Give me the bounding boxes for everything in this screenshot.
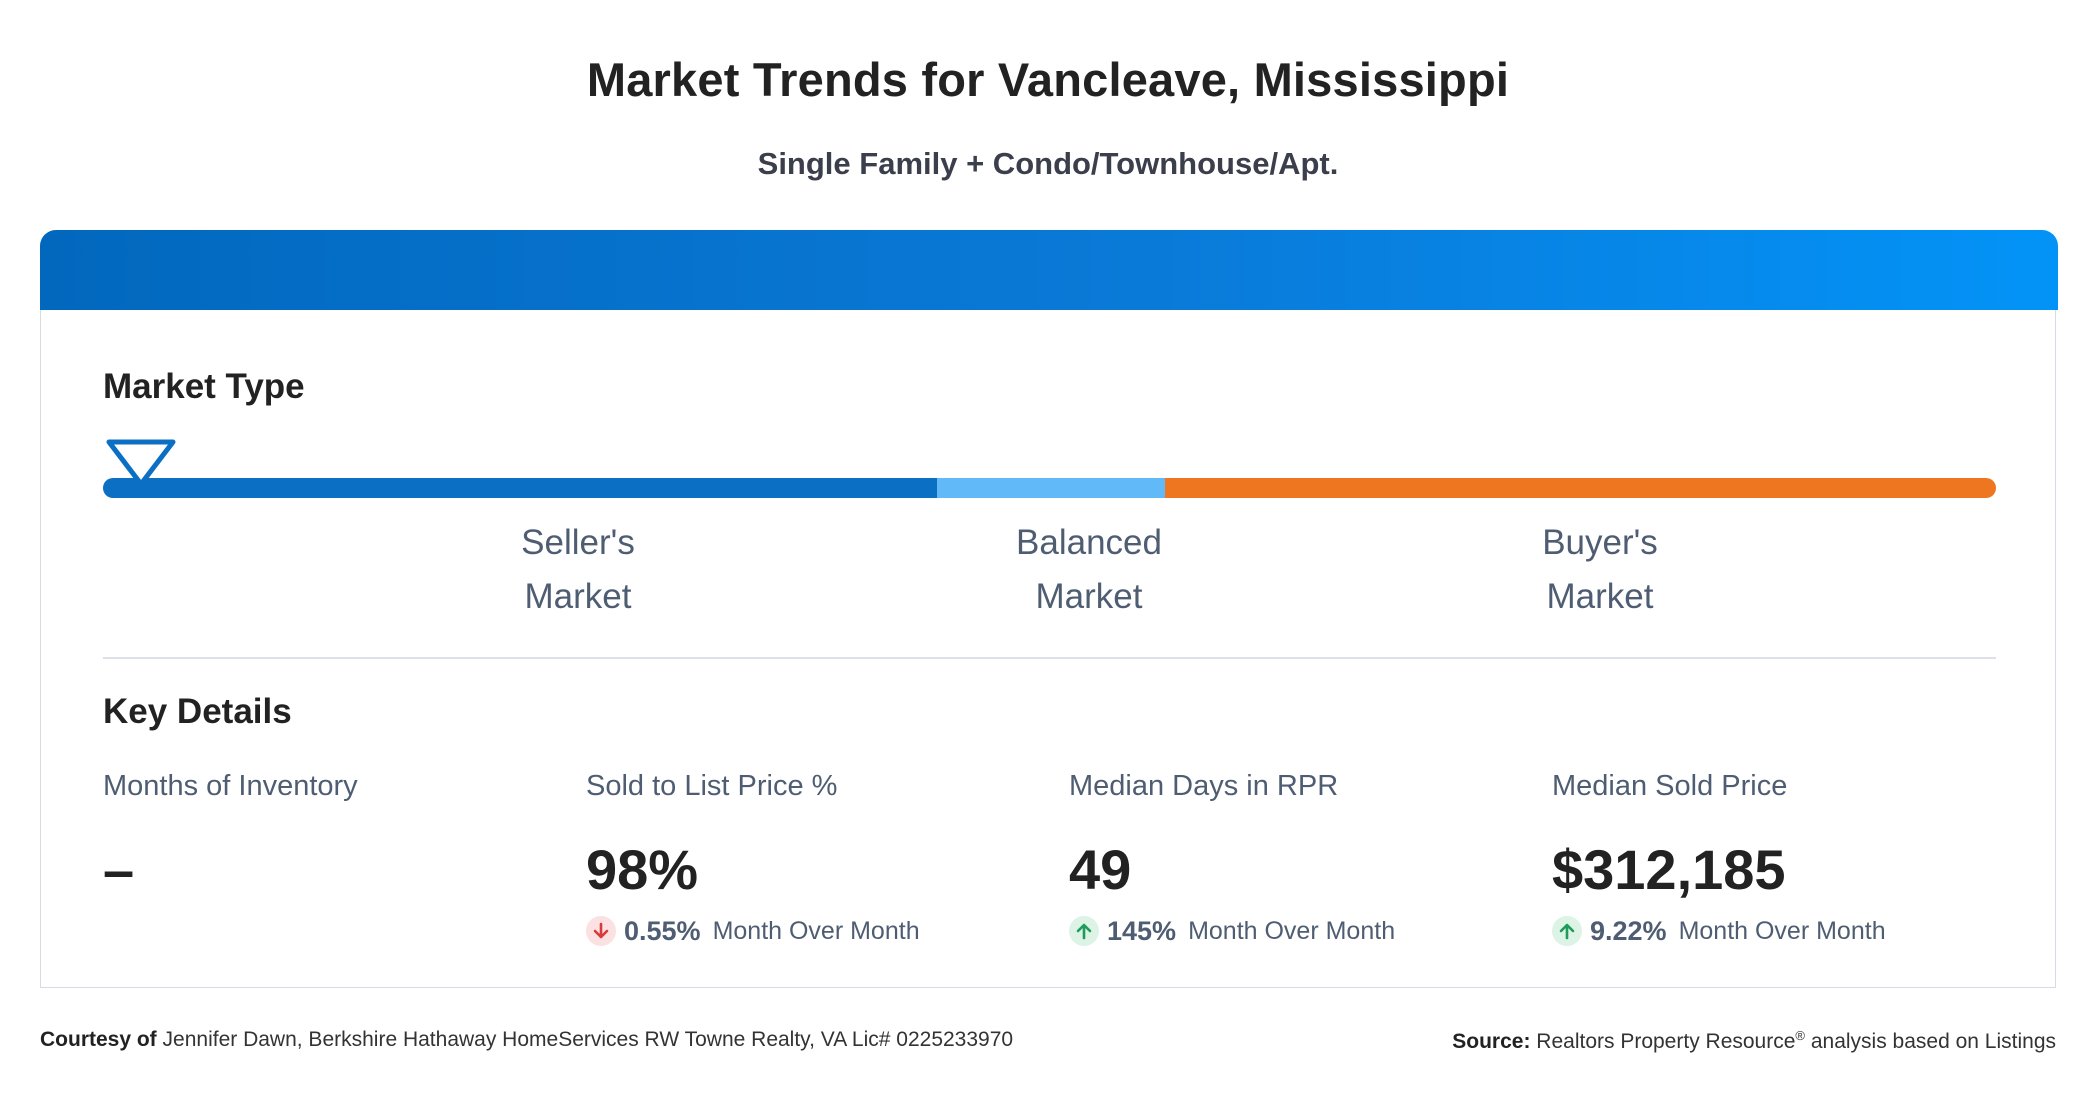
scale-segment-balanced — [937, 478, 1165, 498]
stat-value: $312,185 — [1552, 838, 1786, 901]
stat-value: – — [103, 838, 135, 901]
scale-segment-buyer — [1165, 478, 1996, 498]
stat-change: 0.55% Month Over Month — [586, 912, 1036, 950]
stat-change-percent: 145% — [1107, 915, 1177, 946]
scale-label-buyer: Buyer's Market — [1450, 516, 1750, 624]
footer-source-suffix: analysis based on Listings — [1810, 1030, 2056, 1053]
stat-change-period: Month Over Month — [712, 916, 920, 945]
stat-value: 98% — [586, 838, 699, 901]
stat-months-of-inventory: Months of Inventory – — [103, 770, 553, 904]
stat-change: 9.22% Month Over Month — [1552, 912, 2002, 950]
stat-change-percent: 9.22% — [1590, 915, 1667, 946]
scale-label-buyer-line2: Market — [1546, 577, 1654, 616]
scale-label-balanced-line2: Market — [1035, 577, 1143, 616]
card-header-bar — [40, 230, 2058, 310]
key-details-heading: Key Details — [103, 692, 292, 731]
stat-change-percent: 0.55% — [624, 915, 701, 946]
footer-source-text: Realtors Property Resource — [1536, 1030, 1796, 1053]
stat-change: 145% Month Over Month — [1069, 912, 1519, 950]
stat-change-period: Month Over Month — [1188, 916, 1396, 945]
market-position-marker-icon — [106, 439, 176, 487]
arrow-up-icon — [1552, 916, 1582, 946]
stat-label: Median Sold Price — [1552, 770, 1788, 802]
scale-label-buyer-line1: Buyer's — [1542, 523, 1658, 562]
scale-label-seller-line2: Market — [524, 577, 632, 616]
footer-courtesy: Courtesy of Jennifer Dawn, Berkshire Hat… — [40, 1028, 1013, 1052]
stat-median-days-in-rpr: Median Days in RPR 49 145% Month Over Mo… — [1069, 770, 1519, 950]
market-type-scale — [103, 478, 1996, 498]
arrow-up-icon — [1069, 916, 1099, 946]
stat-sold-to-list-price: Sold to List Price % 98% 0.55% Month Ove… — [586, 770, 1036, 950]
footer-courtesy-label: Courtesy of — [40, 1028, 157, 1051]
stat-median-sold-price: Median Sold Price $312,185 9.22% Month O… — [1552, 770, 2002, 950]
scale-segment-seller — [103, 478, 937, 498]
page-title: Market Trends for Vancleave, Mississippi — [586, 53, 1510, 106]
footer-courtesy-text: Jennifer Dawn, Berkshire Hathaway HomeSe… — [162, 1028, 1014, 1051]
stat-label: Months of Inventory — [103, 770, 358, 802]
stat-value: 49 — [1069, 838, 1132, 901]
stat-label: Sold to List Price % — [586, 770, 838, 802]
stat-label: Median Days in RPR — [1069, 770, 1339, 802]
footer-source: Source: Realtors Property Resource® anal… — [1452, 1028, 2056, 1054]
scale-label-seller-line1: Seller's — [521, 523, 635, 562]
footer-source-label: Source: — [1452, 1030, 1531, 1053]
scale-label-seller: Seller's Market — [428, 516, 728, 624]
arrow-down-icon — [586, 916, 616, 946]
page-subtitle: Single Family + Condo/Townhouse/Apt. — [757, 146, 1339, 181]
market-card: Market Type Seller's Market Balanced Mar… — [40, 230, 2058, 988]
section-divider — [103, 657, 1996, 659]
stat-change-period: Month Over Month — [1678, 916, 1886, 945]
scale-label-balanced-line1: Balanced — [1016, 523, 1162, 562]
scale-label-balanced: Balanced Market — [939, 516, 1239, 624]
registered-mark: ® — [1795, 1028, 1805, 1043]
market-type-heading: Market Type — [103, 367, 305, 406]
